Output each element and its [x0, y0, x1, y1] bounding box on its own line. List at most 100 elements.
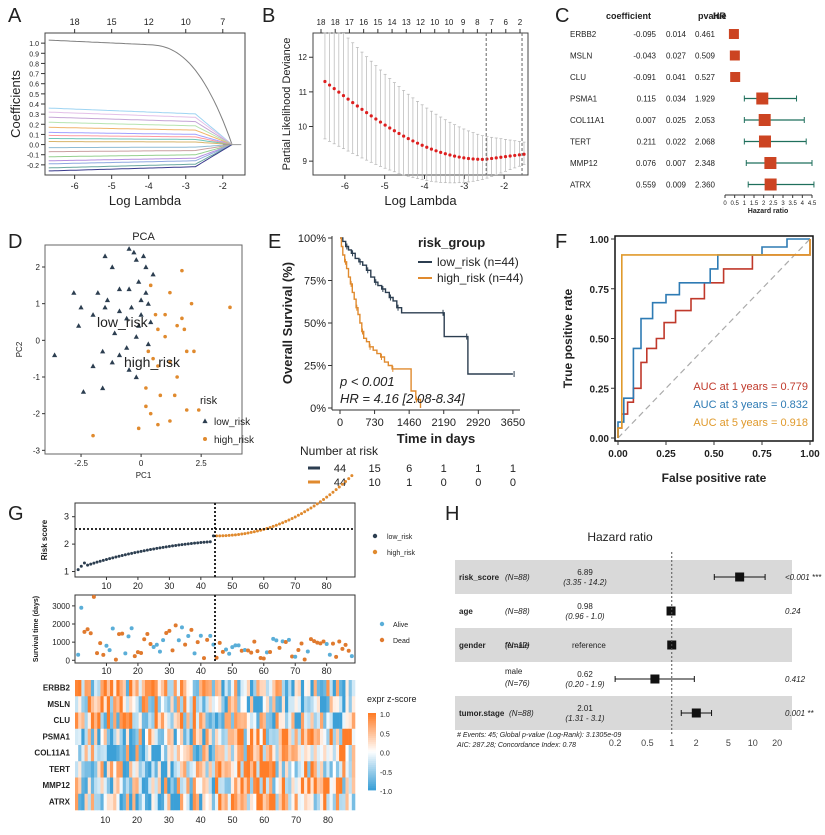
panel-f-heatmap-cell — [173, 696, 178, 713]
panel-f-heatmap-cell — [345, 761, 349, 778]
panel-e-risk-low-count: 15 — [368, 463, 380, 475]
panel-f-heatmap-cell — [189, 777, 194, 795]
panel-f-heatmap-cell — [230, 696, 235, 713]
panel-h-x-tick-label: 20 — [772, 738, 782, 748]
panel-f-heatmap-cell — [205, 761, 209, 778]
panel-f-heatmap-cell — [326, 696, 330, 713]
panel-f-heatmap-cell — [348, 680, 353, 697]
panel-f-heatmap-gene: MSLN — [47, 700, 70, 709]
panel-f-heatmap-cell — [180, 777, 184, 795]
panel-c-hr-box — [758, 135, 771, 148]
panel-d-high-point — [175, 323, 179, 328]
panel-f-heatmap-cell — [148, 793, 152, 811]
panel-f-heatmap-cell — [234, 777, 238, 795]
panel-f-heatmap-legend-swatch — [368, 745, 376, 749]
panel-f-surv-point — [324, 642, 329, 647]
panel-f-heatmap-cell — [269, 680, 273, 697]
panel-f-heatmap-legend-tick: 0.0 — [380, 751, 390, 758]
panel-f-heatmap-x-tick-label: 50 — [227, 815, 237, 825]
panel-d-x-tick-label: -2.5 — [74, 459, 88, 468]
panel-f-heatmap-cell — [132, 745, 136, 762]
panel-d-high-point — [168, 419, 172, 423]
panel-h-n: (N=12) — [505, 641, 530, 650]
panel-f-heatmap-cell — [265, 745, 270, 762]
panel-f-heatmap-cell — [164, 777, 168, 795]
panel-f-heatmap-cell — [345, 745, 349, 762]
panel-f-heatmap-cell — [132, 680, 136, 697]
panel-f-risk-ylabel: Risk score — [40, 519, 49, 560]
panel-f-risk-x-tick-label: 80 — [322, 581, 332, 591]
panel-e-risk-table-title: Number at risk — [300, 444, 379, 458]
panel-f-heatmap-cell — [300, 745, 305, 762]
panel-f-heatmap-cell — [145, 696, 149, 713]
panel-f-heatmap-cell — [221, 680, 225, 697]
panel-f-heatmap-cell — [122, 761, 127, 778]
panel-f-heatmap-cell — [345, 777, 349, 795]
panel-a-coef-line — [48, 144, 233, 165]
panel-d-high-point — [172, 393, 177, 398]
panel-f-heatmap-legend-title: expr z-score — [367, 694, 417, 704]
panel-b-point — [369, 114, 373, 118]
panel-f-heatmap-cell — [195, 793, 200, 811]
panel-d-low-point — [109, 264, 115, 270]
panel-d-low-point — [80, 389, 87, 394]
panel-d-y-tick-label: 2 — [36, 263, 41, 272]
panel-f-heatmap-cell — [307, 761, 311, 778]
panel-f-heatmap-cell — [342, 712, 346, 730]
panel-f-heatmap-cell — [339, 777, 343, 795]
panel-f-heatmap-legend-swatch — [368, 734, 376, 737]
panel-f-heatmap-cell — [234, 712, 238, 730]
panel-f-surv-point — [104, 643, 109, 648]
panel-h-hr: 6.89 — [577, 568, 593, 577]
panel-f-heatmap-cell — [90, 712, 95, 730]
panel-d-label-low: low_risk — [97, 314, 149, 330]
panel-h-n: (N=88) — [505, 607, 530, 616]
panel-f-heatmap-cell — [351, 696, 356, 713]
panel-d-low-point — [131, 249, 137, 255]
panel-b-point — [439, 150, 443, 154]
panel-f-heatmap-cell — [326, 680, 330, 697]
panel-f-heatmap-cell — [335, 696, 340, 713]
panel-f-heatmap-cell — [253, 745, 257, 762]
panel-f-heatmap-cell — [125, 680, 130, 697]
panel-f-heatmap-cell — [208, 728, 213, 746]
panel-f-heatmap-cell — [215, 680, 219, 697]
panel-f-heatmap-cell — [151, 728, 155, 746]
panel-f-heatmap-cell — [237, 761, 241, 778]
panel-f-heatmap-legend-swatch — [368, 759, 376, 762]
panel-f-heatmap-cell — [342, 745, 346, 762]
panel-f-heatmap-cell — [329, 696, 334, 713]
panel-f-heatmap-cell — [329, 777, 334, 795]
panel-f-heatmap-cell — [272, 712, 276, 730]
panel-f-heatmap-cell — [256, 696, 260, 713]
panel-h-pvalue: <0.001 *** — [785, 573, 822, 582]
panel-f-heatmap-legend-swatch — [368, 718, 376, 722]
panel-c-xlabel: Hazard ratio — [748, 208, 788, 215]
panel-f-heatmap-cell — [246, 728, 251, 746]
panel-f-risk-point — [337, 485, 341, 489]
panel-f-risk-point — [340, 482, 344, 486]
panel-f-heatmap-legend-swatch — [368, 776, 376, 779]
panel-b-xlabel: Log Lambda — [384, 193, 457, 208]
panel-f-heatmap-cell — [320, 728, 324, 746]
panel-b-point — [448, 153, 452, 157]
panel-e-y-tick-label: 100% — [298, 233, 326, 245]
panel-f-risk-point — [255, 529, 259, 533]
panel-g-auc-label: AUC at 1 years = 0.779 — [693, 381, 808, 393]
panel-d-y-tick-label: 1 — [36, 300, 41, 309]
panel-f-surv-x-tick-label: 20 — [133, 666, 143, 676]
panel-f-heatmap-cell — [211, 728, 216, 746]
panel-f-surv-point — [349, 654, 354, 659]
panel-f-risk-point — [92, 561, 96, 565]
panel-f-surv-point — [161, 638, 166, 643]
panel-f-heatmap-cell — [160, 777, 165, 795]
panel-f-heatmap-cell — [237, 680, 241, 697]
panel-f-heatmap-cell — [141, 712, 146, 730]
panel-f-heatmap-cell — [240, 777, 244, 795]
panel-f-heatmap-cell — [230, 728, 235, 746]
panel-f-risk-point — [224, 534, 228, 538]
panel-f-heatmap-cell — [304, 777, 308, 795]
panel-f-heatmap-cell — [157, 777, 162, 795]
panel-c-x-tick-label: 2.5 — [769, 201, 778, 207]
panel-f-heatmap-cell — [281, 696, 286, 713]
